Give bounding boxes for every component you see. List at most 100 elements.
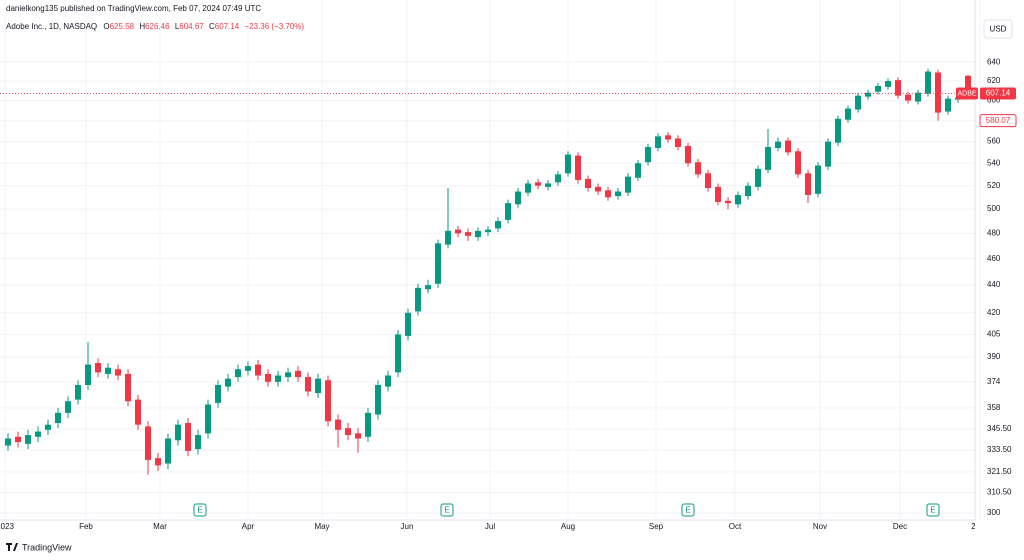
- candle-body: [135, 399, 141, 425]
- candle-body: [795, 151, 801, 175]
- candle-body: [435, 243, 441, 284]
- marker-price-tag: 580.07: [986, 116, 1011, 125]
- candle-body: [855, 95, 861, 110]
- candle-body: [515, 191, 521, 205]
- candle-body: [735, 194, 741, 205]
- candle-body: [625, 176, 631, 193]
- candle-body: [365, 412, 371, 437]
- earnings-label: E: [197, 506, 202, 515]
- candle-body: [945, 98, 951, 112]
- candle-body: [815, 165, 821, 194]
- earnings-label: E: [685, 506, 690, 515]
- candle-body: [235, 369, 241, 378]
- ohlc-label: L: [175, 22, 180, 31]
- candle-body: [245, 366, 251, 371]
- candle-body: [835, 118, 841, 143]
- candle-body: [25, 435, 31, 444]
- candle-body: [475, 230, 481, 238]
- candle-body: [805, 173, 811, 195]
- candle-body: [155, 458, 161, 466]
- candle-body: [605, 190, 611, 198]
- candle-body: [725, 200, 731, 204]
- ohlc-value: 625.58: [110, 22, 135, 31]
- candle-body: [935, 72, 941, 113]
- earnings-marker: [193, 503, 207, 517]
- y-tick-label: 440: [987, 280, 1001, 289]
- candle-body: [655, 136, 661, 149]
- y-tick-label: 560: [987, 137, 1001, 146]
- earnings-marker: [681, 503, 695, 517]
- candle-body: [665, 135, 671, 140]
- currency-button[interactable]: [983, 19, 1013, 39]
- candle-body: [575, 155, 581, 181]
- y-tick-label: 500: [987, 204, 1001, 213]
- candle-body: [425, 285, 431, 290]
- candle-body: [385, 375, 391, 387]
- x-tick-label: Dec: [893, 522, 907, 531]
- candle-body: [775, 141, 781, 149]
- y-tick-label: 540: [987, 158, 1001, 167]
- symbol: Adobe Inc., 1D, NASDAQ: [6, 22, 97, 31]
- x-tick-label: Sep: [649, 522, 664, 531]
- price-axis: 6406206005805605405205004804604404204053…: [956, 57, 1017, 517]
- last-price-tag: 607.14: [986, 89, 1011, 98]
- earnings-label: E: [930, 506, 935, 515]
- candle-body: [925, 71, 931, 94]
- candle-body: [885, 81, 891, 87]
- candle-body: [535, 182, 541, 186]
- published-note: danielkong135 published on TradingView.c…: [6, 4, 261, 13]
- candle-body: [95, 363, 101, 373]
- candle-body: [905, 94, 911, 101]
- y-tick-label: 333.50: [987, 445, 1012, 454]
- x-tick-label: Apr: [242, 522, 255, 531]
- y-tick-label: 520: [987, 181, 1001, 190]
- ohlc-label: H: [139, 22, 145, 31]
- candle-body: [315, 378, 321, 394]
- candle-body: [345, 428, 351, 436]
- x-tick-label: Oct: [729, 522, 742, 531]
- candle-body: [325, 380, 331, 422]
- candle-body: [675, 138, 681, 147]
- currency[interactable]: USD: [990, 25, 1007, 34]
- x-tick-label: May: [314, 522, 329, 531]
- y-tick-label: 310.50: [987, 488, 1012, 497]
- candle-body: [785, 140, 791, 153]
- candle-body: [545, 183, 551, 187]
- x-tick-label: Mar: [153, 522, 167, 531]
- x-tick-label: Jun: [401, 522, 414, 531]
- candle-body: [505, 203, 511, 220]
- candle-body: [165, 438, 171, 464]
- candle-body: [45, 424, 51, 430]
- x-tick-label: Aug: [561, 522, 575, 531]
- y-tick-label: 300: [987, 508, 1001, 517]
- candle-body: [125, 373, 131, 402]
- candle-body: [115, 369, 121, 376]
- y-tick-label: 620: [987, 76, 1001, 85]
- candle-body: [375, 385, 381, 415]
- candle-body: [485, 229, 491, 233]
- candle-body: [705, 173, 711, 189]
- candle-body: [455, 229, 461, 234]
- candle-body: [895, 80, 901, 96]
- candle-body: [915, 92, 921, 102]
- x-tick-label: 2024: [971, 522, 989, 531]
- candle-body: [195, 435, 201, 450]
- ohlc-label: O: [103, 22, 109, 31]
- y-tick-label: 321.50: [987, 467, 1012, 476]
- y-tick-label: 600: [987, 96, 1001, 105]
- y-tick-label: 374: [987, 377, 1001, 386]
- candle-body: [765, 146, 771, 170]
- ohlc-value: 607.14: [215, 22, 240, 31]
- x-tick-label: Feb: [79, 522, 93, 531]
- candle-body: [715, 186, 721, 202]
- y-tick-label: 390: [987, 352, 1001, 361]
- earnings-marker: [440, 503, 454, 517]
- time-axis: 2023 Feb Mar Apr May Jun Jul Aug Sep Oct Nov Dec 202…: [0, 522, 989, 531]
- candle-body: [865, 92, 871, 97]
- candle-body: [755, 168, 761, 187]
- y-tick-label: 640: [987, 57, 1001, 66]
- candle-body: [295, 370, 301, 378]
- candle-body: [225, 378, 231, 387]
- x-tick-label: 2023: [0, 522, 14, 531]
